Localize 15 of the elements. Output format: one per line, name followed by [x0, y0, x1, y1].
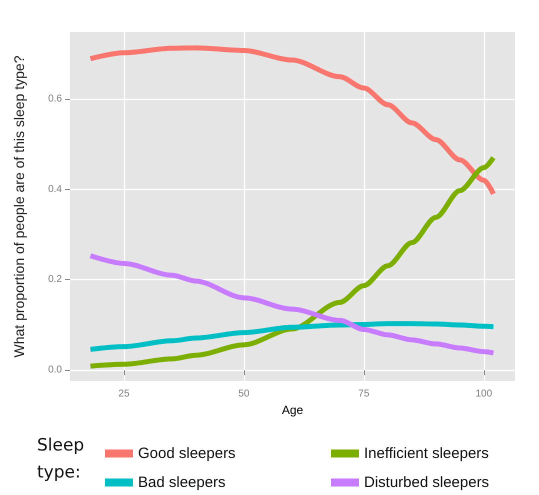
y-tick-label: 0.6 [48, 93, 62, 104]
legend-label: Inefficient sleepers [364, 445, 489, 462]
x-tick-label: 75 [358, 388, 370, 400]
x-tick-label: 100 [475, 388, 493, 400]
x-axis-title: Age [282, 402, 304, 417]
y-axis-title: What proportion of people are of this sleep type? [11, 55, 27, 358]
x-tick-label: 50 [238, 388, 250, 400]
y-tick-label: 0.4 [48, 184, 62, 195]
y-tick-label: 0.0 [48, 364, 62, 376]
y-tick-label: 0.2 [48, 274, 62, 286]
legend-label: Disturbed sleepers [364, 474, 490, 491]
x-tick-label: 25 [118, 388, 130, 400]
legend-label: Bad sleepers [138, 474, 226, 491]
legend-label: Good sleepers [138, 445, 236, 462]
legend-title: Sleep type: [37, 436, 90, 482]
